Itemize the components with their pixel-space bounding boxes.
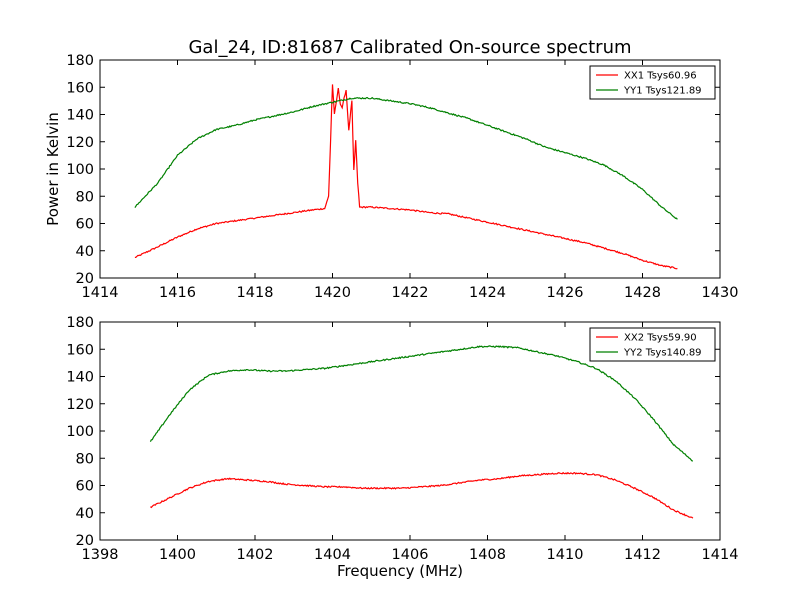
y-tick-label: 40 — [76, 506, 94, 522]
x-tick-label: 1410 — [547, 547, 584, 563]
series-line-yy1 — [134, 96, 678, 220]
y-tick-label: 160 — [66, 342, 94, 358]
x-tick-label: 1408 — [469, 547, 506, 563]
y-tick-label: 160 — [66, 80, 94, 96]
y-tick-label: 140 — [66, 108, 94, 124]
x-tick-label: 1414 — [82, 285, 119, 301]
x-tick-label: 1430 — [702, 285, 739, 301]
legend: XX2 Tsys59.90 YY2 Tsys140.89 — [589, 327, 716, 362]
y-tick-label: 180 — [66, 53, 94, 69]
y-tick-label: 80 — [76, 189, 94, 205]
y-tick-label: 120 — [66, 397, 94, 413]
x-tick-label: 1404 — [314, 547, 351, 563]
y-tick-label: 80 — [76, 451, 94, 467]
x-tick-label: 1400 — [159, 547, 196, 563]
y-tick-label: 100 — [66, 162, 94, 178]
y-tick-label: 140 — [66, 370, 94, 386]
x-tick-label: 1402 — [237, 547, 274, 563]
series-line-xx2 — [150, 471, 694, 519]
y-tick-label: 60 — [76, 217, 94, 233]
y-tick-label: 180 — [66, 315, 94, 331]
x-tick-label: 1428 — [624, 285, 661, 301]
series-line-xx1 — [134, 84, 678, 270]
y-tick-label: 40 — [76, 244, 94, 260]
y-tick-label: 120 — [66, 135, 94, 151]
x-tick-label: 1424 — [469, 285, 506, 301]
y-tick-label: 20 — [76, 533, 94, 549]
legend-label: XX1 Tsys60.96 — [624, 71, 697, 82]
panel-1: 1414 1416 1418 1420 1422 1424 1426 1428 1430 20 40… — [44, 53, 738, 301]
series-line-yy2 — [149, 345, 694, 462]
y-tick-label: 60 — [76, 479, 94, 495]
x-tick-label: 1426 — [547, 285, 584, 301]
x-tick-label: 1398 — [82, 547, 119, 563]
legend-box — [589, 327, 716, 362]
legend-label: YY1 Tsys121.89 — [623, 86, 702, 97]
x-tick-label: 1414 — [702, 547, 739, 563]
x-tick-label: 1412 — [624, 547, 661, 563]
x-tick-label: 1420 — [314, 285, 351, 301]
figure-title: Gal_24, ID:81687 Calibrated On-source sp… — [188, 37, 631, 58]
legend: XX1 Tsys60.96 YY1 Tsys121.89 — [589, 65, 716, 100]
x-tick-label: 1416 — [159, 285, 196, 301]
y-tick-label: 100 — [66, 424, 94, 440]
panel-2: 1398 1400 1402 1404 1406 1408 1410 1412 1414 20 40… — [66, 315, 738, 580]
legend-box — [589, 65, 716, 100]
legend-label: YY2 Tsys140.89 — [623, 348, 702, 359]
x-tick-label: 1418 — [237, 285, 274, 301]
legend-label: XX2 Tsys59.90 — [624, 333, 697, 344]
y-tick-label: 20 — [76, 271, 94, 287]
x-axis-label: Frequency (MHz) — [337, 562, 463, 580]
plot-panels: 1414 1416 1418 1420 1422 1424 1426 1428 1430 20 40… — [44, 53, 738, 580]
x-tick-label: 1422 — [392, 285, 429, 301]
y-axis-label: Power in Kelvin — [44, 112, 62, 226]
x-tick-label: 1406 — [392, 547, 429, 563]
